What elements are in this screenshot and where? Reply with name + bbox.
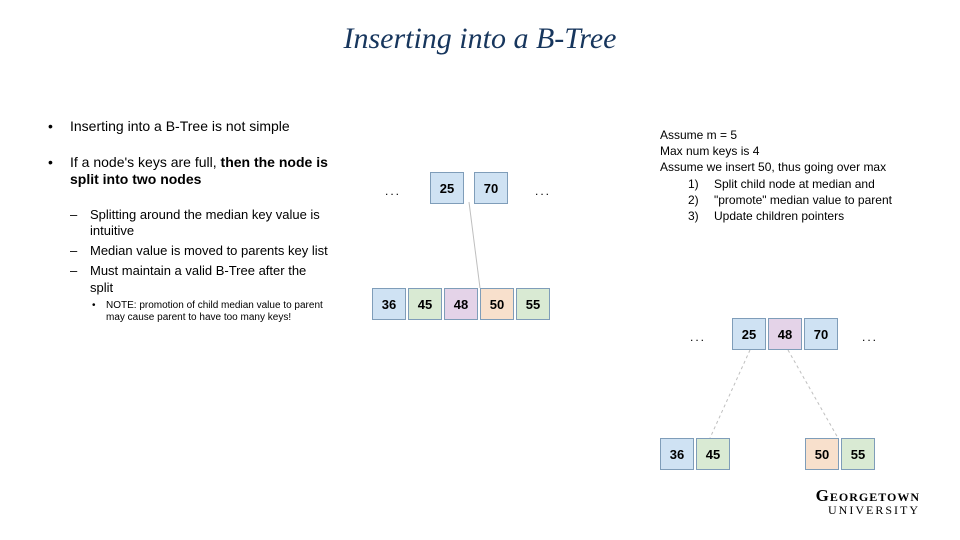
note-bullet: • NOTE: promotion of child median value … (92, 300, 328, 325)
left-text-block: • Inserting into a B-Tree is not simple … (48, 118, 328, 327)
sub-bullet-text: Splitting around the median key value is… (90, 207, 328, 240)
bullet-dash: – (70, 243, 90, 259)
node-cell: 70 (804, 318, 838, 350)
ellipsis-icon: ... (690, 330, 706, 344)
node-cell: 48 (768, 318, 802, 350)
university-logo: Georgetown UNIVERSITY (816, 487, 920, 516)
bullet-item: • If a node's keys are full, then the no… (48, 154, 328, 189)
bullet-dot: • (92, 300, 106, 325)
node-cell: 55 (516, 288, 550, 320)
node-cell: 25 (430, 172, 464, 204)
note-line: Assume we insert 50, thus going over max (660, 159, 950, 175)
bullet-dash: – (70, 207, 90, 240)
step-line: 3)Update children pointers (688, 208, 950, 224)
node-cell: 45 (408, 288, 442, 320)
logo-line2: UNIVERSITY (816, 504, 920, 516)
ellipsis-icon: ... (535, 184, 551, 198)
sub-bullet-text: Median value is moved to parents key lis… (90, 243, 328, 259)
node-cell: 50 (480, 288, 514, 320)
node-cell: 70 (474, 172, 508, 204)
node-cell: 48 (444, 288, 478, 320)
note-line: Assume m = 5 (660, 127, 950, 143)
node-cell: 50 (805, 438, 839, 470)
sub-bullet: – Splitting around the median key value … (70, 207, 328, 240)
right-notes: Assume m = 5 Max num keys is 4 Assume we… (660, 127, 950, 224)
node-cell: 36 (372, 288, 406, 320)
note-line: Max num keys is 4 (660, 143, 950, 159)
bullet-dot: • (48, 154, 70, 189)
before-diagram: ... 25 70 ... 36 45 48 50 55 (350, 130, 650, 390)
note-text: NOTE: promotion of child median value to… (106, 300, 328, 325)
ellipsis-icon: ... (862, 330, 878, 344)
step-line: 1)Split child node at median and (688, 176, 950, 192)
sub-bullet: – Median value is moved to parents key l… (70, 243, 328, 259)
sub-bullet: – Must maintain a valid B-Tree after the… (70, 263, 328, 296)
bullet-dot: • (48, 118, 70, 136)
bullet-dash: – (70, 263, 90, 296)
slide-title: Inserting into a B-Tree (0, 22, 960, 56)
node-cell: 45 (696, 438, 730, 470)
bullet-text: Inserting into a B-Tree is not simple (70, 118, 290, 136)
sub-bullet-text: Must maintain a valid B-Tree after the s… (90, 263, 328, 296)
node-cell: 55 (841, 438, 875, 470)
bullet-text: If a node's keys are full, then the node… (70, 154, 328, 189)
step-line: 2)"promote" median value to parent (688, 192, 950, 208)
logo-line1: Georgetown (816, 487, 920, 504)
node-cell: 25 (732, 318, 766, 350)
ellipsis-icon: ... (385, 184, 401, 198)
tree-edges (350, 130, 650, 390)
node-cell: 36 (660, 438, 694, 470)
after-diagram: ... 25 48 70 ... 36 45 50 55 (660, 310, 960, 490)
bullet-item: • Inserting into a B-Tree is not simple (48, 118, 328, 136)
